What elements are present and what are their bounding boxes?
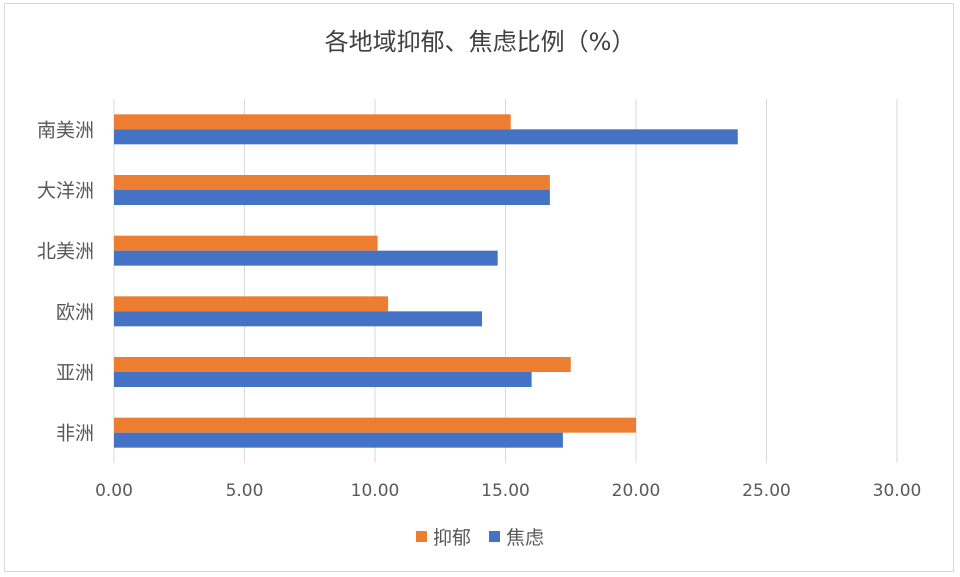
x-tick-label: 25.00 xyxy=(742,481,791,501)
legend-swatch-anxiety xyxy=(489,531,500,542)
bar-anxiety xyxy=(114,311,483,327)
bar-depression xyxy=(114,417,636,433)
y-category-label: 北美洲 xyxy=(37,241,94,263)
chart-title: 各地域抑郁、焦虑比例（%） xyxy=(324,28,636,56)
legend-item-depression: 抑郁 xyxy=(415,523,471,550)
x-tick-label: 15.00 xyxy=(481,481,530,501)
y-category-label: 非洲 xyxy=(56,423,94,445)
x-tick-label: 5.00 xyxy=(226,481,264,501)
bar-anxiety xyxy=(114,372,532,387)
y-category-label: 亚洲 xyxy=(56,362,94,384)
y-category-label: 南美洲 xyxy=(37,119,94,141)
chart-frame xyxy=(4,3,954,572)
bar-anxiety xyxy=(114,250,498,266)
bar-depression xyxy=(114,296,389,312)
x-tick-label: 20.00 xyxy=(612,481,661,501)
bar-depression xyxy=(114,175,550,190)
bar-anxiety xyxy=(114,432,563,448)
y-category-label: 欧洲 xyxy=(56,301,94,323)
legend-label-depression: 抑郁 xyxy=(432,527,471,549)
bar-depression xyxy=(114,357,571,372)
legend-swatch-depression xyxy=(415,531,427,542)
bar-depression xyxy=(114,114,511,130)
y-category-label: 大洋洲 xyxy=(37,180,94,202)
legend-item-anxiety: 焦虑 xyxy=(489,523,544,550)
x-tick-label: 30.00 xyxy=(873,481,922,501)
bar-anxiety xyxy=(114,129,738,145)
legend-label-anxiety: 焦虑 xyxy=(506,527,545,549)
bar-anxiety xyxy=(114,190,550,205)
x-tick-label: 10.00 xyxy=(351,481,400,501)
x-tick-label: 0.00 xyxy=(95,481,133,501)
bar-depression xyxy=(114,235,378,251)
legend: 抑郁 焦虑 xyxy=(0,523,960,550)
